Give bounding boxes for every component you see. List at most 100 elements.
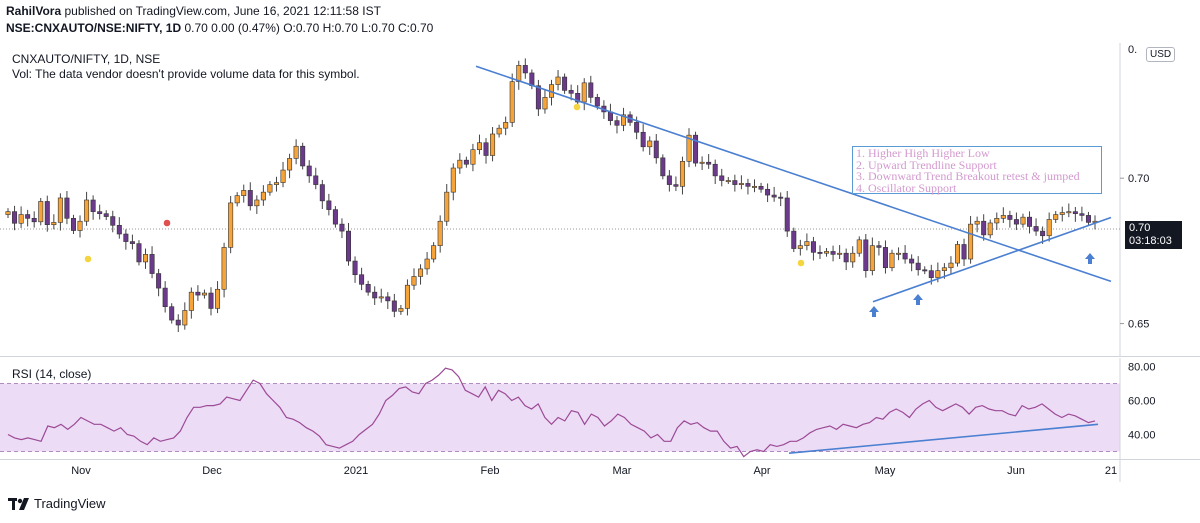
candle-body bbox=[535, 85, 541, 110]
candle-body bbox=[208, 292, 214, 309]
time-tick-label: 21 bbox=[1105, 465, 1117, 477]
candle-body bbox=[1072, 211, 1078, 214]
candle-body bbox=[660, 157, 666, 177]
currency-button[interactable]: USD bbox=[1146, 47, 1176, 62]
candle-body bbox=[247, 190, 253, 207]
time-tick-label: Apr bbox=[753, 465, 770, 477]
candle-body bbox=[339, 223, 345, 232]
chart-legend: CNXAUTO/NIFTY, 1D, NSE bbox=[12, 52, 161, 66]
time-tick-label: Dec bbox=[202, 465, 222, 477]
candle-body bbox=[653, 140, 659, 159]
rsi-trendline bbox=[788, 423, 1099, 454]
candle-body bbox=[378, 296, 384, 299]
candle-body bbox=[97, 211, 103, 214]
candle-body bbox=[169, 306, 175, 321]
candle-body bbox=[974, 220, 980, 225]
candle-body bbox=[300, 145, 306, 167]
candle-body bbox=[18, 214, 24, 224]
time-tick-label: Mar bbox=[613, 465, 632, 477]
candle-body bbox=[1033, 226, 1039, 232]
candle-body bbox=[1079, 213, 1085, 216]
candle-body bbox=[850, 252, 856, 263]
symbol-line: NSE:CNXAUTO/NSE:NIFTY, 1D bbox=[6, 21, 182, 35]
candle-body bbox=[143, 254, 149, 263]
candle-body bbox=[431, 245, 437, 260]
arrow-markers bbox=[869, 253, 1095, 317]
candle-body bbox=[896, 252, 902, 255]
candle-body bbox=[634, 122, 640, 133]
candle-body bbox=[706, 161, 712, 165]
brand-name: TradingView bbox=[34, 496, 106, 511]
rsi-tick-label: 80.00 bbox=[1128, 362, 1156, 374]
candle-body bbox=[1027, 216, 1033, 227]
candle-body bbox=[738, 183, 744, 185]
candle-body bbox=[902, 252, 908, 260]
candle-body bbox=[287, 158, 293, 171]
annotation-box[interactable]: 1. Higher High Higher Low 2. Upward Tren… bbox=[852, 146, 1102, 194]
candle-body bbox=[509, 81, 515, 123]
time-tick-label: Jun bbox=[1007, 465, 1025, 477]
candle-body bbox=[961, 244, 967, 260]
candle-body bbox=[31, 218, 37, 223]
rsi-polyline bbox=[7, 367, 1096, 458]
candle-body bbox=[254, 199, 260, 207]
upward-trendline bbox=[872, 216, 1112, 303]
rsi-tick-label: 60.00 bbox=[1128, 396, 1156, 408]
candle-body bbox=[267, 184, 273, 193]
candle-body bbox=[476, 142, 482, 151]
candle-body bbox=[843, 252, 849, 263]
candle-body bbox=[994, 218, 1000, 224]
rsi-support-trendline bbox=[788, 423, 1099, 454]
candle-body bbox=[725, 180, 731, 183]
candle-body bbox=[25, 214, 31, 219]
candle-body bbox=[889, 252, 895, 269]
candle-body bbox=[110, 216, 116, 226]
time-axis[interactable]: Nov Dec 2021 Feb Mar Apr May Jun 21 bbox=[0, 460, 1200, 490]
candle-body bbox=[882, 247, 888, 269]
footer-brand[interactable]: TradingView bbox=[8, 496, 106, 511]
annotation-line: 1. Higher High Higher Low bbox=[856, 146, 990, 160]
candle-body bbox=[575, 92, 581, 103]
candle-body bbox=[273, 182, 279, 185]
candle-body bbox=[1020, 216, 1026, 225]
candle-body bbox=[503, 122, 509, 129]
candle-body bbox=[516, 65, 522, 82]
candle-body bbox=[136, 243, 142, 263]
candle-body bbox=[745, 183, 751, 187]
candle-body bbox=[182, 310, 188, 326]
candle-body bbox=[44, 201, 50, 226]
rsi-line bbox=[7, 367, 1096, 458]
candle-body bbox=[38, 201, 44, 223]
candle-body bbox=[562, 76, 568, 91]
candle-body bbox=[647, 140, 653, 148]
candle-body bbox=[784, 197, 790, 232]
rsi-pane[interactable]: 80.00 60.00 40.00 bbox=[0, 358, 1200, 460]
candle-body bbox=[581, 82, 587, 103]
candle-body bbox=[116, 224, 122, 235]
candle-body bbox=[1066, 211, 1072, 214]
candle-body bbox=[77, 220, 83, 231]
candle-body bbox=[719, 175, 725, 181]
candle-body bbox=[326, 200, 332, 210]
publisher-name[interactable]: RahilVora bbox=[6, 4, 62, 18]
candle-body bbox=[391, 300, 397, 312]
candle-body bbox=[693, 134, 699, 164]
candle-body bbox=[306, 165, 312, 177]
candle-body bbox=[64, 197, 70, 219]
candle-body bbox=[424, 258, 430, 270]
candle-body bbox=[732, 180, 738, 185]
price-tick-label: 0.70 bbox=[1128, 173, 1149, 185]
candle-body bbox=[810, 241, 816, 253]
candle-body bbox=[941, 267, 947, 271]
event-dot bbox=[797, 259, 805, 267]
event-dot bbox=[163, 219, 171, 227]
candle-body bbox=[398, 308, 404, 312]
annotation-line: 3. Downward Trend Breakout retest & jump… bbox=[856, 169, 1080, 183]
candle-body bbox=[103, 213, 109, 217]
candle-body bbox=[221, 247, 227, 290]
candle-body bbox=[123, 233, 129, 242]
candle-body bbox=[490, 133, 496, 156]
tradingview-logo-icon bbox=[8, 497, 29, 510]
candle-body bbox=[614, 120, 620, 126]
price-pane[interactable]: 0.70 0.65 bbox=[0, 43, 1200, 357]
